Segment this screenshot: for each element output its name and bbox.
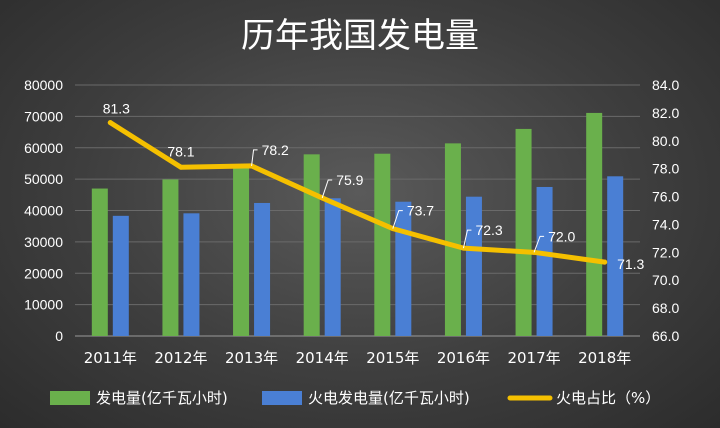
thermal-generation-bar [183, 213, 200, 336]
data-label-leader [392, 210, 403, 229]
left-tick-label: 10000 [24, 297, 63, 313]
data-label-leader [533, 235, 545, 253]
data-label: 78.2 [262, 142, 289, 158]
right-tick-label: 72.0 [652, 244, 679, 260]
right-tick-label: 76.0 [652, 189, 679, 205]
total-generation-bar [444, 143, 461, 336]
thermal-generation-bar [324, 198, 341, 336]
total-generation-bar [374, 153, 391, 336]
category-label: 2017年 [507, 349, 560, 367]
data-label: 75.9 [336, 172, 363, 188]
right-tick-label: 82.0 [652, 105, 679, 121]
total-generation-bar [91, 188, 108, 336]
data-label-leader [321, 179, 333, 199]
legend-label: 火电发电量(亿千瓦小时) [308, 389, 470, 407]
thermal-generation-bar [536, 186, 553, 336]
thermal-share-line [107, 120, 608, 265]
category-label: 2011年 [84, 349, 137, 367]
right-tick-label: 66.0 [652, 328, 679, 344]
legend-label: 发电量(亿千瓦小时) [96, 389, 228, 407]
chart-title: 历年我国发电量 [241, 16, 479, 56]
legend-item-2: 火电发电量(亿千瓦小时) [262, 389, 470, 407]
left-tick-label: 30000 [24, 234, 63, 250]
thermal-generation-bar [395, 201, 412, 336]
total-generation-bar [162, 179, 179, 336]
category-label: 2018年 [578, 349, 631, 367]
category-labels: 2011年 2012年 2013年 2014年 2015年 2016年 2017年 2018年 [84, 349, 632, 367]
data-label: 71.3 [617, 256, 644, 272]
right-tick-label: 78.0 [652, 161, 679, 177]
left-tick-label: 70000 [24, 108, 63, 124]
right-axis-ticks: 66.0 68.0 70.0 72.0 74.0 76.0 78.0 80.0 82.0 84.0 [652, 77, 679, 344]
left-tick-label: 80000 [24, 77, 63, 93]
left-tick-label: 50000 [24, 171, 63, 187]
total-generation-bar [233, 165, 250, 336]
right-tick-label: 80.0 [652, 133, 679, 149]
legend-swatch [262, 391, 302, 405]
left-tick-label: 60000 [24, 140, 63, 156]
total-generation-bar [303, 154, 320, 336]
category-label: 2015年 [366, 349, 419, 367]
right-tick-label: 74.0 [652, 216, 679, 232]
legend-label: 火电占比（%） [556, 389, 660, 407]
data-label: 73.7 [407, 203, 434, 219]
category-label: 2013年 [225, 349, 278, 367]
data-label: 78.1 [167, 143, 194, 159]
data-label-leader [462, 229, 472, 249]
thermal-generation-bar [607, 176, 624, 336]
bar-series [91, 112, 624, 336]
data-label: 81.3 [103, 101, 130, 117]
thermal-share-point [107, 120, 113, 126]
data-label: 72.3 [475, 222, 502, 238]
thermal-generation-bar [254, 202, 271, 336]
category-label: 2014年 [296, 349, 349, 367]
thermal-generation-bar [112, 215, 129, 336]
category-label: 2012年 [154, 349, 207, 367]
right-tick-label: 70.0 [652, 272, 679, 288]
left-axis-ticks: 0 10000 20000 30000 40000 50000 60000 70000 8000… [24, 77, 63, 344]
line-series: 81.3 78.1 78.2 75.9 73.7 72.3 72.0 71.3 [103, 101, 645, 272]
left-tick-label: 20000 [24, 265, 63, 281]
left-tick-label: 0 [55, 328, 63, 344]
total-generation-bar [586, 112, 603, 336]
right-tick-label: 68.0 [652, 300, 679, 316]
data-label: 72.0 [548, 228, 575, 244]
bar-series-2 [112, 176, 624, 336]
category-label: 2016年 [437, 349, 490, 367]
gridlines [75, 84, 640, 337]
right-tick-label: 84.0 [652, 77, 679, 93]
thermal-share-point [178, 164, 184, 170]
left-tick-label: 40000 [24, 203, 63, 219]
bar-series-1 [91, 112, 603, 336]
legend-item-1: 发电量(亿千瓦小时) [50, 389, 228, 407]
total-generation-bar [515, 128, 532, 336]
legend: 发电量(亿千瓦小时) 火电发电量(亿千瓦小时) 火电占比（%） [50, 389, 660, 407]
thermal-generation-bar [465, 196, 482, 336]
legend-swatch [50, 391, 90, 405]
thermal-share-point [602, 259, 608, 265]
legend-item-3: 火电占比（%） [507, 389, 660, 407]
data-label-leader [251, 149, 258, 166]
